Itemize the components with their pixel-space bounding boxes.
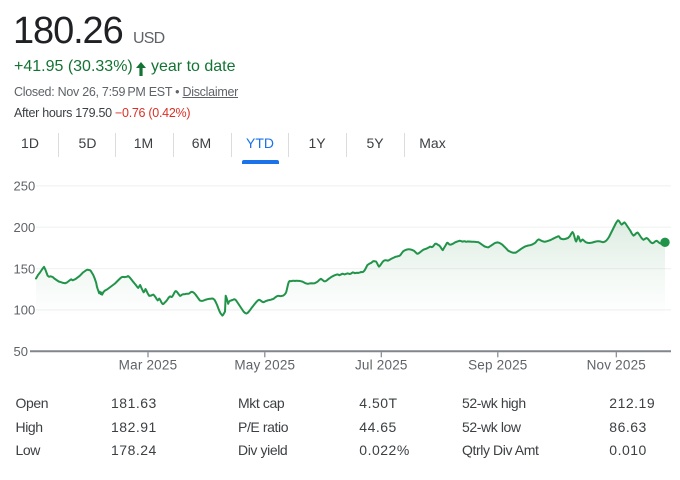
svg-text:200: 200	[14, 220, 36, 235]
svg-text:100: 100	[14, 303, 36, 318]
svg-text:Mar 2025: Mar 2025	[119, 357, 178, 372]
svg-text:250: 250	[14, 178, 36, 193]
svg-text:Jul 2025: Jul 2025	[355, 357, 408, 372]
svg-text:Nov 2025: Nov 2025	[587, 357, 646, 372]
svg-text:Sep 2025: Sep 2025	[468, 357, 527, 372]
svg-text:50: 50	[14, 344, 28, 359]
svg-text:150: 150	[14, 261, 36, 276]
svg-text:May 2025: May 2025	[234, 357, 295, 372]
